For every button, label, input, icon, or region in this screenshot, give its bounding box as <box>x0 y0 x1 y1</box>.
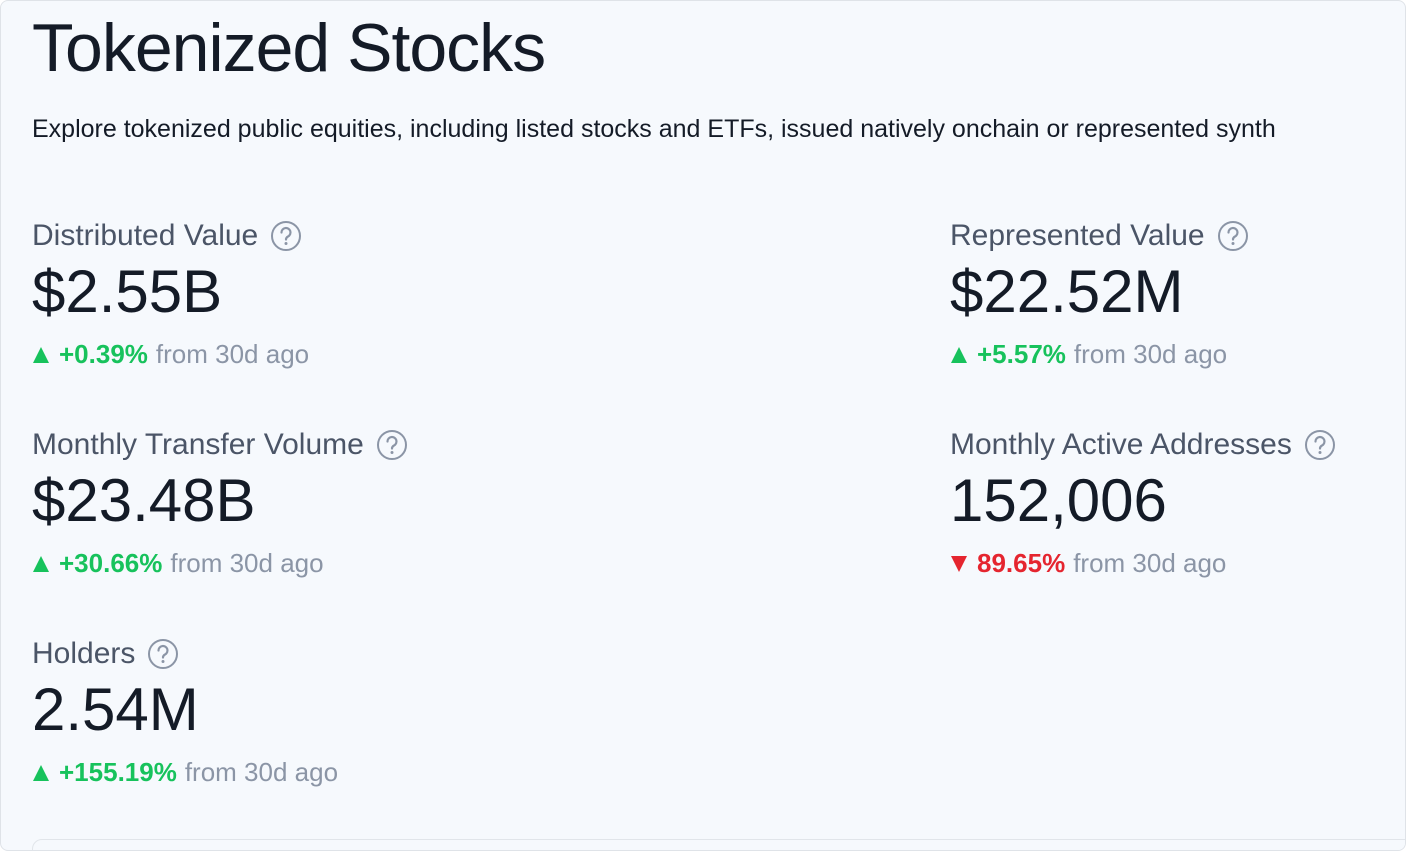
change-arrow <box>33 764 49 781</box>
metric-label-text: Represented Value <box>950 219 1205 252</box>
change-arrow-shape <box>33 555 49 572</box>
change-period: from 30d ago <box>155 339 310 369</box>
next-card <box>32 839 1405 850</box>
metric-label: Monthly Transfer Volume <box>32 428 408 462</box>
metric-label-text: Monthly Transfer Volume <box>32 428 364 461</box>
change-period: from 30d ago <box>1073 548 1227 578</box>
change-percent: 89.65% <box>977 548 1066 578</box>
metric-card: Holders 2.54M +155.19% from 30d ago <box>32 637 632 837</box>
help-icon-mark <box>157 644 169 659</box>
help-icon-dot <box>284 242 288 245</box>
metric-change: +0.39% from 30d ago <box>32 339 309 370</box>
help-icon-dot <box>390 451 394 454</box>
help-icon-dot <box>161 660 165 663</box>
change-arrow-shape <box>33 764 49 781</box>
help-icon-circle <box>376 430 407 460</box>
metric-label: Distributed Value <box>32 219 302 253</box>
metric-label: Monthly Active Addresses <box>950 428 1336 462</box>
metric-change: +30.66% from 30d ago <box>32 548 324 579</box>
metric-change: 89.65% from 30d ago <box>950 548 1226 579</box>
help-icon[interactable] <box>270 220 302 252</box>
help-icon-mark <box>1314 435 1326 450</box>
metric-change: +5.57% from 30d ago <box>950 339 1227 370</box>
metric-value: 152,006 <box>950 467 1167 534</box>
change-percent: +5.57% <box>977 339 1066 369</box>
metric-label: Holders <box>32 637 179 671</box>
help-icon-circle <box>271 221 302 251</box>
change-period: from 30d ago <box>184 757 339 787</box>
change-period: from 30d ago <box>170 548 324 578</box>
metric-label-text: Monthly Active Addresses <box>950 428 1292 461</box>
help-icon-mark <box>1227 226 1239 241</box>
page-subtitle: Explore tokenized public equities, inclu… <box>32 115 1276 143</box>
help-icon[interactable] <box>147 638 179 670</box>
help-icon-mark <box>280 226 292 241</box>
metric-card: Represented Value $22.52M +5.57% from 30d a… <box>950 219 1405 419</box>
metric-card: Monthly Transfer Volume $23.48B +30.66% fro… <box>32 428 632 628</box>
metric-label-text: Distributed Value <box>32 219 259 252</box>
metric-card: Monthly Active Addresses 152,006 89.65% fro… <box>950 428 1405 628</box>
change-percent: +155.19% <box>59 757 177 787</box>
change-arrow <box>951 555 967 572</box>
help-icon[interactable] <box>376 429 408 461</box>
metric-value: 2.54M <box>32 676 199 743</box>
change-period: from 30d ago <box>1073 339 1228 369</box>
change-arrow-shape <box>33 346 49 363</box>
change-arrow-shape <box>951 346 967 363</box>
help-icon[interactable] <box>1217 220 1249 252</box>
metric-value: $2.55B <box>32 258 223 325</box>
metric-change: +155.19% from 30d ago <box>32 757 338 788</box>
change-arrow <box>33 346 49 363</box>
change-arrow <box>951 346 967 363</box>
metric-card: Distributed Value $2.55B +0.39% from 30d ag… <box>32 219 632 419</box>
change-percent: +0.39% <box>59 339 148 369</box>
help-icon-dot <box>1231 242 1235 245</box>
help-icon-circle <box>1217 221 1248 251</box>
help-icon-circle <box>1304 430 1335 460</box>
help-icon-circle <box>148 639 179 669</box>
change-arrow <box>33 555 49 572</box>
page-title: Tokenized Stocks <box>32 10 546 86</box>
metric-value: $23.48B <box>32 467 256 534</box>
help-icon[interactable] <box>1304 429 1336 461</box>
change-arrow-shape <box>951 555 967 572</box>
metric-label: Represented Value <box>950 219 1249 253</box>
change-percent: +30.66% <box>59 548 163 578</box>
metric-label-text: Holders <box>32 637 136 670</box>
help-icon-dot <box>1318 451 1322 454</box>
help-icon-mark <box>386 435 398 450</box>
metric-value: $22.52M <box>950 258 1184 325</box>
